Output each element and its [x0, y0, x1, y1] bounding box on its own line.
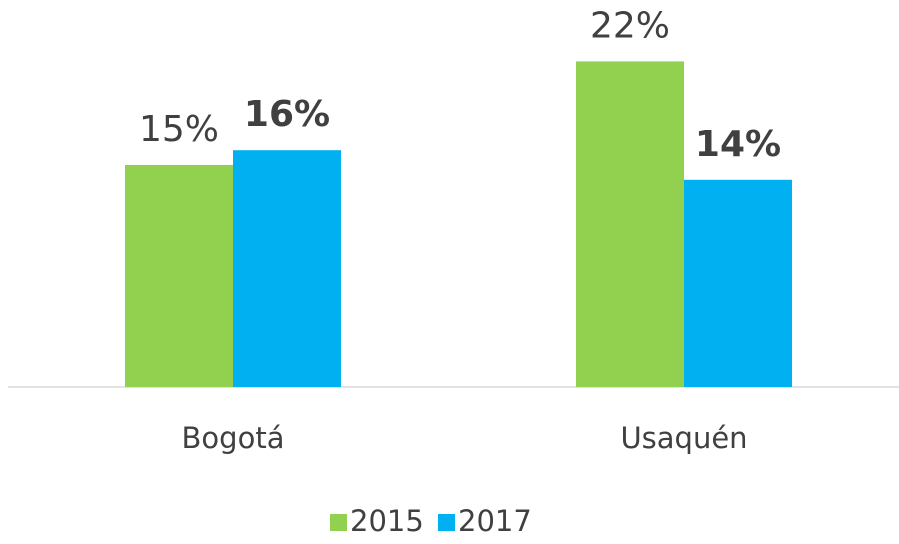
data-label: 22%: [590, 5, 670, 46]
legend-label: 2015: [350, 504, 424, 538]
bar: [233, 150, 341, 387]
bar: [684, 179, 792, 387]
x-tick-label: Usaquén: [620, 421, 747, 455]
legend-swatch: [438, 514, 455, 531]
data-label: 15%: [139, 109, 219, 150]
x-tick-label: Bogotá: [182, 421, 285, 455]
legend-label: 2017: [458, 504, 532, 538]
data-label: 14%: [695, 124, 781, 165]
data-label: 16%: [244, 94, 330, 135]
bar: [576, 61, 684, 388]
legend-swatch: [330, 514, 347, 531]
bar: [125, 165, 233, 387]
